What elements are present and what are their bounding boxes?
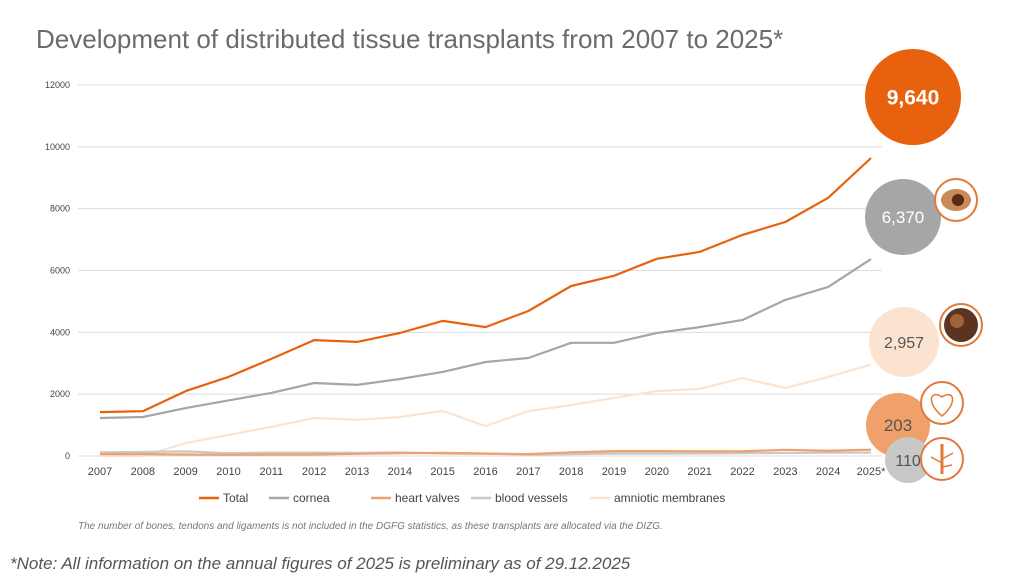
callout-value: 9,640 xyxy=(887,87,940,110)
legend-label: heart valves xyxy=(395,491,460,505)
series-line-amniotic-membranes xyxy=(100,363,872,458)
preliminary-note: *Note: All information on the annual fig… xyxy=(10,554,631,573)
x-tick-label: 2016 xyxy=(473,466,497,478)
legend-label: amniotic membranes xyxy=(614,491,725,505)
y-tick-label: 2000 xyxy=(50,389,70,399)
x-tick-label: 2008 xyxy=(131,466,155,478)
callout-heart-valves: 203 xyxy=(866,381,964,457)
y-tick-label: 6000 xyxy=(50,266,70,276)
eye-icon xyxy=(934,178,978,222)
x-tick-label: 2013 xyxy=(345,466,369,478)
x-tick-label: 2023 xyxy=(773,466,797,478)
x-tick-label: 2009 xyxy=(173,466,197,478)
y-tick-label: 4000 xyxy=(50,327,70,337)
series-line-cornea xyxy=(99,258,872,420)
y-tick-label: 10000 xyxy=(45,142,70,152)
blood-vessel-icon xyxy=(920,437,964,481)
fetus-icon xyxy=(939,303,983,347)
callout-blood-vessels: 110 xyxy=(885,437,964,483)
x-tick-label: 2007 xyxy=(88,466,112,478)
x-tick-label: 2020 xyxy=(645,466,669,478)
legend-label: blood vessels xyxy=(495,491,568,505)
legend-item-Total: Total xyxy=(199,491,248,505)
callout-value: 2,957 xyxy=(884,335,924,352)
x-tick-label: 2011 xyxy=(260,466,284,478)
x-tick-label: 2014 xyxy=(388,466,412,478)
heart-icon xyxy=(920,381,964,425)
y-tick-label: 12000 xyxy=(45,80,70,90)
callout-amniotic-membranes: 2,957 xyxy=(869,303,983,377)
x-tick-label: 2024 xyxy=(816,466,840,478)
legend-label: cornea xyxy=(293,491,330,505)
x-tick-label: 2012 xyxy=(302,466,326,478)
legend-item-cornea: cornea xyxy=(269,491,330,505)
y-tick-label: 8000 xyxy=(50,204,70,214)
callout-bubble xyxy=(885,437,931,483)
callout-value: 6,370 xyxy=(882,208,925,227)
legend-item-amniotic-membranes: amniotic membranes xyxy=(590,491,725,505)
callout-bubble xyxy=(865,179,941,255)
chart-title: Development of distributed tissue transp… xyxy=(36,24,783,54)
legend-item-heart-valves: heart valves xyxy=(371,491,460,505)
callout-cornea: 6,370 xyxy=(865,178,978,255)
x-tick-label: 2017 xyxy=(516,466,540,478)
series-line-heart-valves xyxy=(100,448,872,456)
legend-item-blood-vessels: blood vessels xyxy=(471,491,568,505)
x-tick-label: 2018 xyxy=(559,466,583,478)
x-tick-label: 2015 xyxy=(430,466,454,478)
series-line-Total xyxy=(99,157,872,414)
callout-value: 110 xyxy=(895,453,921,470)
x-tick-label: 2021 xyxy=(687,466,711,478)
x-tick-label: 2022 xyxy=(730,466,754,478)
y-tick-label: 0 xyxy=(65,451,70,461)
x-tick-label: 2010 xyxy=(216,466,240,478)
callout-value: 203 xyxy=(884,416,912,435)
callout-Total: 9,640 xyxy=(865,49,961,145)
callout-bubble xyxy=(865,49,961,145)
footnote: The number of bones, tendons and ligamen… xyxy=(78,521,663,532)
callout-bubble xyxy=(869,307,939,377)
x-tick-label: 2025* xyxy=(857,466,886,478)
legend-label: Total xyxy=(223,491,248,505)
x-tick-label: 2019 xyxy=(602,466,626,478)
